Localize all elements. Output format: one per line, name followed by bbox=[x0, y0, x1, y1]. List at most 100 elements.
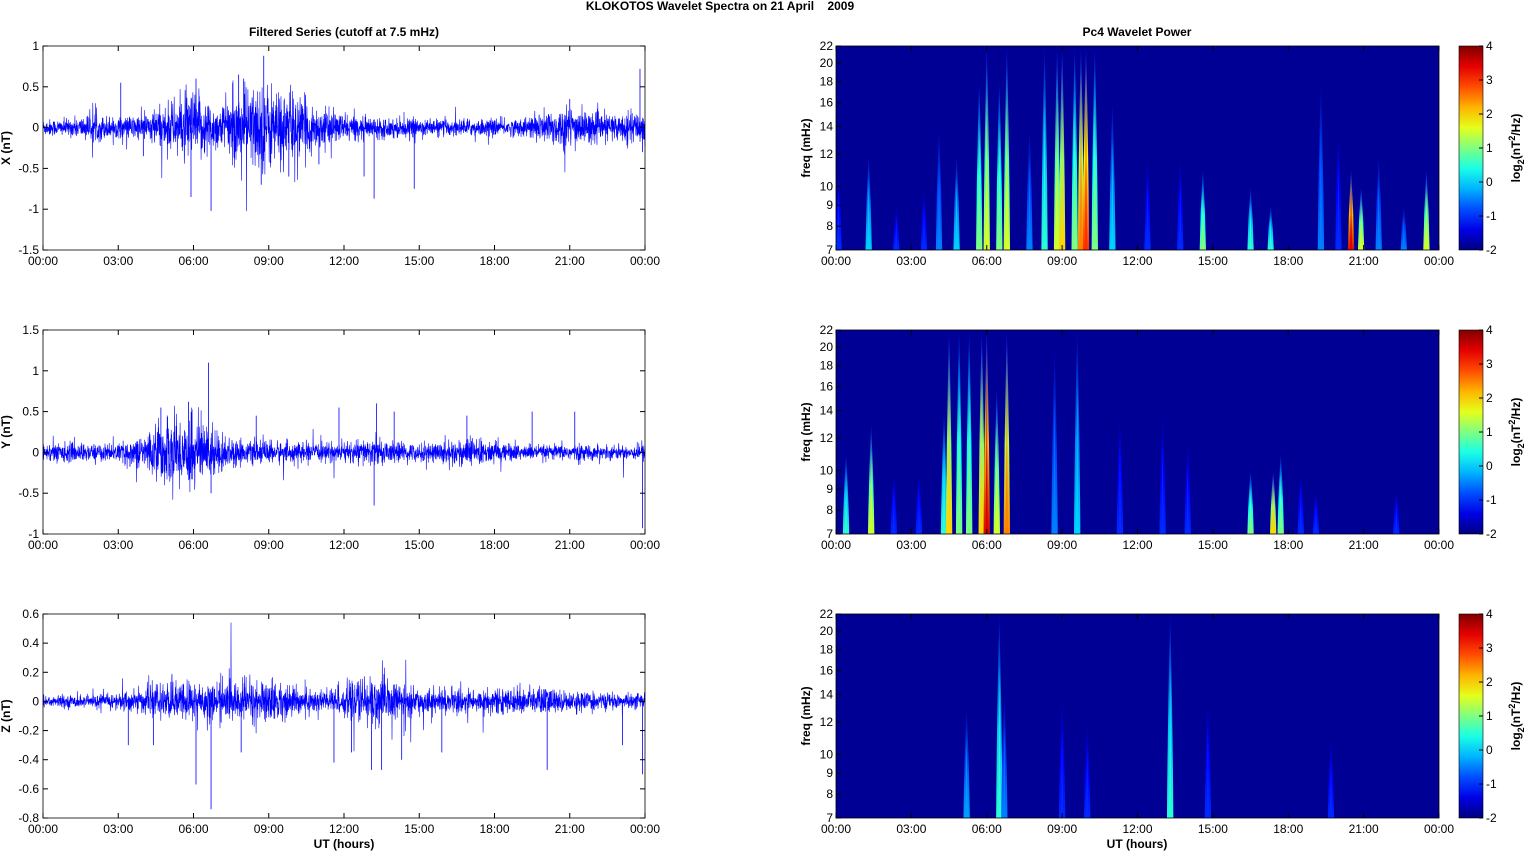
heatmap-burst-core bbox=[1206, 725, 1209, 818]
colorbar-tick-label: -2 bbox=[1486, 243, 1497, 257]
y-tick-label: 16 bbox=[820, 96, 834, 110]
y-tick-label: -0.4 bbox=[18, 753, 39, 767]
heatmap-burst-core bbox=[1093, 97, 1096, 250]
y-tick-label: 7 bbox=[826, 243, 833, 257]
y-tick-label: 12 bbox=[820, 431, 834, 445]
y-tick-label: 1 bbox=[32, 364, 39, 378]
plot-area bbox=[43, 46, 645, 250]
colorbar-label-part: /Hz) bbox=[1509, 114, 1523, 136]
y-tick-label: 9 bbox=[826, 766, 833, 780]
wavelet-x-tick-label: 12:00 bbox=[1122, 822, 1152, 836]
wavelet-x-tick-label: 18:00 bbox=[1273, 822, 1303, 836]
series-x-tick-label: 03:00 bbox=[103, 822, 133, 836]
wavelet-x-tick-label: 09:00 bbox=[1047, 538, 1077, 552]
series-x-tick-label: 06:00 bbox=[178, 254, 208, 268]
colorbar-tick-label: -1 bbox=[1486, 493, 1497, 507]
left-column-title: Filtered Series (cutoff at 7.5 mHz) bbox=[249, 25, 439, 39]
colorbar-label-part: 2 bbox=[1507, 136, 1517, 141]
plot-area bbox=[43, 614, 645, 818]
y-tick-label: 20 bbox=[820, 624, 834, 638]
heatmap-burst-core bbox=[1003, 725, 1006, 818]
colorbar-tick-label: 2 bbox=[1486, 107, 1493, 121]
wavelet-x-tick-label: 00:00 bbox=[1424, 254, 1454, 268]
wavelet-x-tick-label: 15:00 bbox=[1198, 538, 1228, 552]
heatmap-burst-core bbox=[1377, 178, 1380, 250]
series-x-tick-label: 06:00 bbox=[178, 538, 208, 552]
wavelet-x-tick-label: 03:00 bbox=[896, 822, 926, 836]
y-tick-label: 9 bbox=[826, 198, 833, 212]
plot-area bbox=[43, 330, 645, 534]
wavelet-x-tick-label: 00:00 bbox=[821, 254, 851, 268]
heatmap-burst-core bbox=[1314, 500, 1317, 534]
colorbar-tick-label: 0 bbox=[1486, 175, 1493, 189]
heatmap-burst-core bbox=[947, 381, 951, 534]
y-axis-label: Y (nT) bbox=[0, 415, 13, 449]
heatmap-burst-core bbox=[985, 381, 988, 534]
wavelet-x-tick-label: 15:00 bbox=[1198, 822, 1228, 836]
heatmap-burst-core bbox=[998, 124, 1001, 250]
heatmap-burst-core bbox=[1169, 665, 1172, 818]
heatmap-burst-core bbox=[917, 486, 920, 534]
y-tick-label: 8 bbox=[826, 787, 833, 801]
series-x-tick-label: 09:00 bbox=[254, 254, 284, 268]
right-column-title: Pc4 Wavelet Power bbox=[1083, 25, 1192, 39]
colorbar-label-part: 2 bbox=[1516, 443, 1526, 448]
colorbar-label-part: 2 bbox=[1507, 704, 1517, 709]
y-tick-label: 14 bbox=[820, 120, 834, 134]
y-tick-label: -1.5 bbox=[18, 243, 39, 257]
colorbar-label-part: 2 bbox=[1507, 420, 1517, 425]
colorbar-label-part: (nT bbox=[1509, 708, 1523, 727]
heatmap-burst-core bbox=[1111, 140, 1114, 250]
colorbar-label: log2(nT2/Hz) bbox=[1507, 114, 1526, 183]
colorbar-tick-label: 0 bbox=[1486, 743, 1493, 757]
y-tick-label: 10 bbox=[820, 463, 834, 477]
series-x-tick-label: 00:00 bbox=[630, 822, 660, 836]
heatmap-burst-core bbox=[1425, 190, 1428, 250]
time-series-panel-x: -1.5 -1 -0.5 0 0.5 1 00:00 03:00 06:00 09:00 12:00… bbox=[0, 39, 660, 268]
series-x-tick-label: 00:00 bbox=[28, 538, 58, 552]
heatmap-burst-core bbox=[870, 451, 873, 534]
series-x-tick-label: 18:00 bbox=[479, 822, 509, 836]
heatmap-burst-core bbox=[1061, 725, 1064, 818]
heatmap-burst-core bbox=[1360, 202, 1363, 250]
wavelet-x-tick-label: 03:00 bbox=[896, 254, 926, 268]
heatmap-burst-core bbox=[1279, 474, 1282, 534]
y-tick-label: 16 bbox=[820, 380, 834, 394]
y-tick-label: 14 bbox=[820, 404, 834, 418]
x-axis-label-right: UT (hours) bbox=[1107, 837, 1168, 851]
y-axis-label: X (nT) bbox=[0, 131, 13, 165]
y-tick-label: 0 bbox=[32, 121, 39, 135]
wavelet-x-tick-label: 18:00 bbox=[1273, 538, 1303, 552]
heatmap-burst-core bbox=[1076, 381, 1079, 534]
heatmap-burst-core bbox=[958, 381, 961, 534]
wavelet-x-tick-label: 12:00 bbox=[1122, 538, 1152, 552]
series-x-tick-label: 06:00 bbox=[178, 822, 208, 836]
series-x-tick-label: 15:00 bbox=[404, 538, 434, 552]
heatmap-burst-core bbox=[980, 381, 983, 534]
y-tick-label: 22 bbox=[820, 323, 834, 337]
wavelet-x-tick-label: 15:00 bbox=[1198, 254, 1228, 268]
wavelet-x-tick-label: 09:00 bbox=[1047, 254, 1077, 268]
colorbar-tick-label: 2 bbox=[1486, 675, 1493, 689]
y-tick-label: 22 bbox=[820, 39, 834, 53]
heatmap-burst-core bbox=[1118, 441, 1121, 534]
series-x-tick-label: 09:00 bbox=[254, 538, 284, 552]
y-axis-label: freq (mHz) bbox=[799, 118, 813, 177]
wavelet-x-tick-label: 00:00 bbox=[1424, 822, 1454, 836]
y-tick-label: 9 bbox=[826, 482, 833, 496]
series-x-tick-label: 15:00 bbox=[404, 822, 434, 836]
heatmap-burst-core bbox=[1161, 441, 1164, 534]
time-series-panel-z: -0.8 -0.6 -0.4 -0.2 0 0.2 0.4 0.6 00:00 03:00 06:0… bbox=[0, 607, 660, 836]
y-tick-label: -0.2 bbox=[18, 724, 39, 738]
heatmap-burst-core bbox=[998, 665, 1001, 818]
heatmap-burst-core bbox=[995, 424, 998, 534]
colorbar-label-part: log bbox=[1509, 164, 1523, 182]
wavelet-x-tick-label: 00:00 bbox=[821, 822, 851, 836]
series-x-tick-label: 03:00 bbox=[103, 254, 133, 268]
heatmap-burst-core bbox=[1269, 216, 1272, 250]
wavelet-x-tick-label: 06:00 bbox=[972, 254, 1002, 268]
heatmap-background bbox=[836, 330, 1439, 534]
colorbar-label: log2(nT2/Hz) bbox=[1507, 682, 1526, 751]
heatmap-burst-core bbox=[968, 381, 971, 534]
wavelet-x-tick-label: 21:00 bbox=[1349, 538, 1379, 552]
